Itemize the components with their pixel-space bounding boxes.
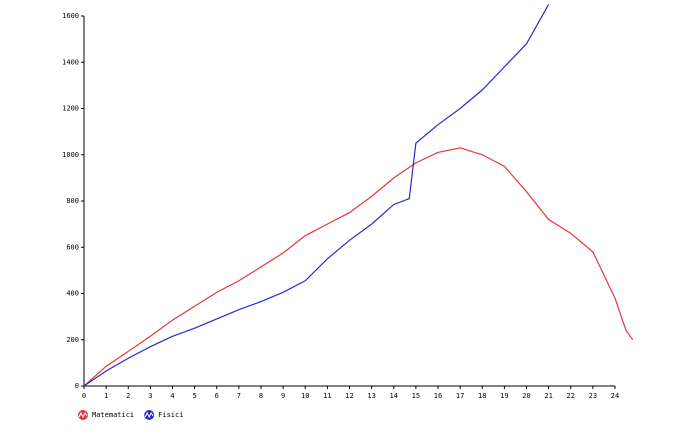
y-tick-label: 1200 [62,105,79,113]
x-tick-label: 22 [567,392,575,400]
y-tick-label: 0 [75,382,79,390]
legend-icon [78,410,88,420]
x-tick-label: 14 [390,392,398,400]
x-tick-label: 13 [367,392,375,400]
legend-icon-wave [78,411,88,419]
x-tick-label: 1 [104,392,108,400]
x-tick-label: 8 [259,392,263,400]
x-tick-label: 21 [544,392,552,400]
y-tick-label: 200 [66,336,79,344]
x-tick-label: 10 [301,392,309,400]
x-tick-label: 15 [412,392,420,400]
y-tick-label: 600 [66,243,79,251]
legend-icon-wave [144,411,154,419]
y-tick-label: 400 [66,290,79,298]
x-tick-label: 17 [456,392,464,400]
x-tick-label: 20 [522,392,530,400]
legend-icon [144,410,155,420]
y-tick-label: 1600 [62,12,79,20]
y-tick-label: 1000 [62,151,79,159]
x-tick-label: 11 [323,392,331,400]
x-tick-label: 4 [170,392,174,400]
x-tick-label: 16 [434,392,442,400]
y-tick-label: 800 [66,197,79,205]
x-tick-label: 6 [215,392,219,400]
x-tick-label: 19 [500,392,508,400]
y-tick-label: 1400 [62,58,79,66]
x-tick-label: 7 [237,392,241,400]
x-tick-label: 3 [148,392,152,400]
x-tick-label: 24 [611,392,619,400]
legend-item: Fisici [144,410,183,420]
series-line [83,4,550,387]
x-tick-label: 18 [478,392,486,400]
legend-label: Matematici [92,411,134,419]
legend-item: Matematici [78,410,134,420]
x-tick-label: 12 [345,392,353,400]
x-tick-label: 2 [126,392,130,400]
x-tick-label: 23 [589,392,597,400]
x-tick-label: 5 [193,392,197,400]
legend-label: Fisici [158,411,183,419]
series-line [83,147,634,387]
x-tick-label: 9 [281,392,285,400]
x-tick-label: 0 [82,392,86,400]
